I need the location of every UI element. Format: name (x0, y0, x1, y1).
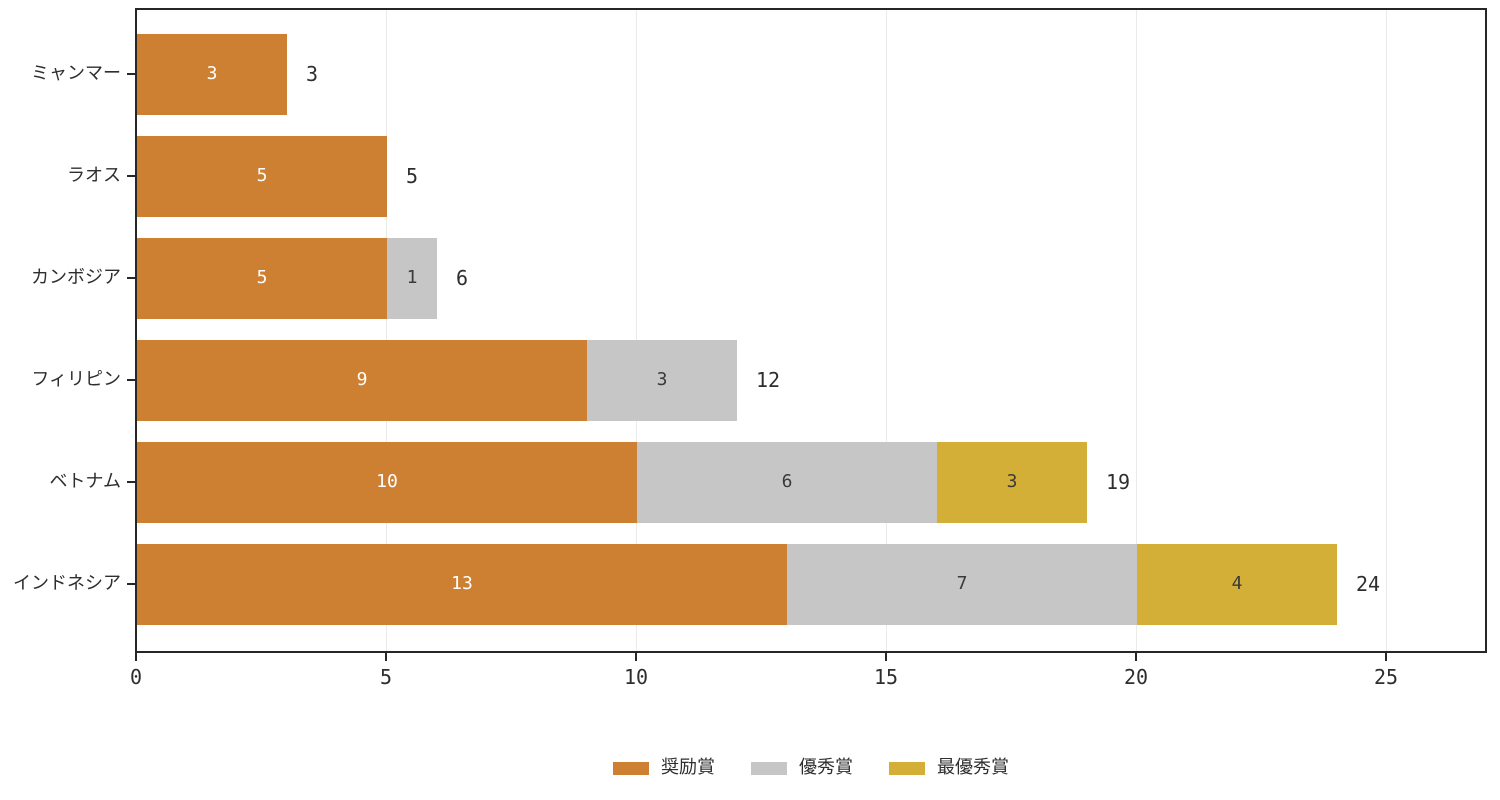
segment-value-label: 1 (406, 267, 418, 288)
segment-value-label: 13 (451, 573, 473, 594)
bar-row: 5 1 6 (137, 237, 468, 319)
category-label: ラオス (67, 165, 121, 186)
bar-total-label: 5 (406, 164, 419, 188)
legend-label: 最優秀賞 (937, 757, 1009, 778)
x-tick (635, 653, 637, 661)
bar-segment: 5 (137, 135, 387, 217)
plot-area: 3 3 5 5 5 1 6 9 3 12 10 6 3 19 13 7 4 24 (135, 8, 1487, 653)
bar-segment: 4 (1137, 543, 1337, 625)
bar-segment: 3 (937, 441, 1087, 523)
gridline (386, 10, 387, 651)
segment-value-label: 6 (781, 471, 793, 492)
bar-segment: 7 (787, 543, 1137, 625)
x-tick-label: 25 (1373, 665, 1399, 689)
bar-row: 13 7 4 24 (137, 543, 1380, 625)
bar-segment: 6 (637, 441, 937, 523)
segment-value-label: 5 (256, 267, 268, 288)
y-tick (127, 583, 135, 585)
bar-segment: 10 (137, 441, 637, 523)
legend-label: 奨励賞 (661, 757, 715, 778)
category-label: ミャンマー (31, 63, 121, 84)
legend-item: 奨励賞 (613, 756, 715, 780)
x-tick-label: 10 (623, 665, 649, 689)
segment-value-label: 7 (956, 573, 968, 594)
gridline (1386, 10, 1387, 651)
bar-segment: 3 (137, 33, 287, 115)
x-tick-label: 5 (379, 665, 393, 689)
segment-value-label: 5 (256, 165, 268, 186)
x-tick (135, 653, 137, 661)
x-tick (385, 653, 387, 661)
x-tick-label: 0 (129, 665, 143, 689)
bar-total-label: 24 (1356, 572, 1381, 596)
category-label: フィリピン (31, 369, 121, 390)
bar-total-label: 3 (306, 62, 319, 86)
gridline (1136, 10, 1137, 651)
x-tick-label: 15 (873, 665, 899, 689)
segment-value-label: 9 (356, 369, 368, 390)
y-tick (127, 175, 135, 177)
legend: 奨励賞 優秀賞 最優秀賞 (135, 756, 1487, 780)
gridline (636, 10, 637, 651)
bar-total-label: 19 (1106, 470, 1131, 494)
x-tick (1385, 653, 1387, 661)
legend-label: 優秀賞 (799, 757, 853, 778)
y-tick (127, 73, 135, 75)
legend-swatch (751, 761, 787, 775)
bar-segment: 5 (137, 237, 387, 319)
category-label: カンボジア (31, 267, 121, 288)
segment-value-label: 3 (206, 63, 218, 84)
y-tick (127, 481, 135, 483)
segment-value-label: 3 (656, 369, 668, 390)
y-tick (127, 379, 135, 381)
y-tick (127, 277, 135, 279)
category-label: インドネシア (13, 573, 121, 594)
legend-item: 最優秀賞 (889, 756, 1009, 780)
x-tick (885, 653, 887, 661)
category-label: ベトナム (49, 471, 121, 492)
legend-item: 優秀賞 (751, 756, 853, 780)
x-tick-label: 20 (1123, 665, 1149, 689)
segment-value-label: 4 (1231, 573, 1243, 594)
bar-row: 9 3 12 (137, 339, 780, 421)
bar-segment: 13 (137, 543, 787, 625)
gridline (886, 10, 887, 651)
bar-row: 10 6 3 19 (137, 441, 1130, 523)
bar-segment: 9 (137, 339, 587, 421)
legend-swatch (889, 761, 925, 775)
x-tick (1135, 653, 1137, 661)
bar-total-label: 12 (756, 368, 781, 392)
segment-value-label: 10 (376, 471, 398, 492)
bar-segment: 1 (387, 237, 437, 319)
legend-swatch (613, 761, 649, 775)
segment-value-label: 3 (1006, 471, 1018, 492)
bar-segment: 3 (587, 339, 737, 421)
bar-total-label: 6 (456, 266, 469, 290)
